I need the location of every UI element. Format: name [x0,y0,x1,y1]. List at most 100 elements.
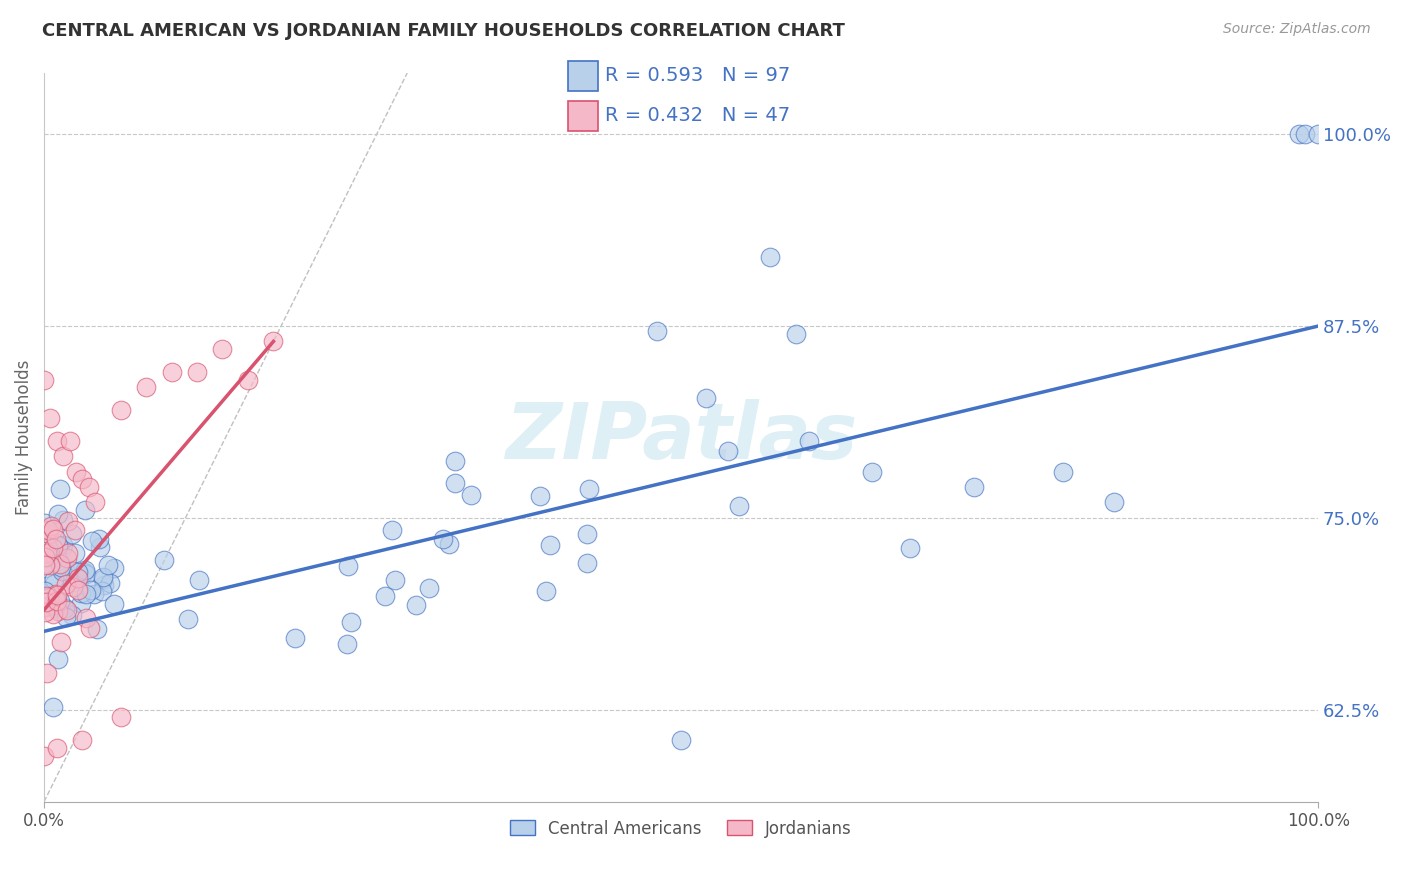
Point [38,549,60,564]
Point [963,480,986,494]
Point [45,594,67,608]
Point [42,549,65,564]
Point [336,637,359,651]
Point [49,594,72,608]
Point [728,499,751,513]
Point [58,514,80,528]
Point [38,527,60,541]
Text: R = 0.432   N = 47: R = 0.432 N = 47 [605,106,790,125]
Point [83,587,105,601]
Point [87,533,110,547]
Point [46,508,69,522]
Point [35,589,58,603]
Point [45,740,67,755]
Point [63,524,86,538]
Point [72,473,94,487]
Point [236,373,259,387]
Point [1104,495,1126,509]
Point [46,604,69,618]
Text: R = 0.593   N = 97: R = 0.593 N = 97 [605,66,790,85]
Point [66,572,89,586]
Point [284,632,307,646]
Point [103,597,125,611]
Point [75,587,97,601]
Point [49,559,72,574]
Point [34,533,56,548]
Point [38,558,60,572]
Point [42,576,65,591]
Point [39,411,62,425]
Point [42,699,65,714]
Point [66,582,89,597]
Point [97,558,120,573]
Point [37,523,59,537]
Point [538,538,561,552]
Point [55,576,77,591]
Point [51,541,73,556]
Point [91,569,114,583]
Point [135,380,157,394]
Point [45,587,67,601]
Point [110,403,132,417]
Point [53,600,76,615]
Point [55,610,77,624]
Point [337,559,360,574]
Point [60,608,83,623]
Point [578,482,600,496]
Point [432,533,454,547]
Point [89,540,111,554]
Point [44,601,66,615]
Text: Source: ZipAtlas.com: Source: ZipAtlas.com [1223,22,1371,37]
Point [79,621,101,635]
Point [37,666,59,681]
Point [63,574,86,589]
Point [262,334,284,349]
Point [49,483,72,497]
Legend: Central Americans, Jordanians: Central Americans, Jordanians [503,813,859,844]
Point [460,488,482,502]
Point [32,373,55,387]
Point [211,342,233,356]
Point [42,599,65,613]
Point [35,546,58,560]
FancyBboxPatch shape [568,62,598,91]
Point [384,573,406,587]
Point [576,557,599,571]
Point [75,611,97,625]
Point [34,516,56,530]
Point [70,596,93,610]
Point [73,563,96,577]
Point [34,561,56,575]
Point [98,575,121,590]
Point [70,586,93,600]
Point [41,607,63,622]
Point [49,635,72,649]
Point [160,365,183,379]
Point [45,588,67,602]
Point [51,564,73,578]
Point [381,523,404,537]
Point [46,538,69,552]
Point [444,475,467,490]
Point [418,581,440,595]
Point [45,434,67,449]
Point [34,550,56,565]
Point [37,541,59,555]
Point [63,564,86,578]
Point [84,495,107,509]
Point [72,733,94,747]
Point [900,541,922,556]
Text: CENTRAL AMERICAN VS JORDANIAN FAMILY HOUSEHOLDS CORRELATION CHART: CENTRAL AMERICAN VS JORDANIAN FAMILY HOU… [42,22,845,40]
Y-axis label: Family Households: Family Households [15,359,32,515]
Point [34,595,56,609]
Point [77,480,100,494]
Point [1288,128,1310,142]
Point [41,541,63,556]
Point [1294,128,1316,142]
Text: ZIPatlas: ZIPatlas [505,400,858,475]
Point [73,565,96,579]
Point [34,605,56,619]
Point [1052,465,1074,479]
Point [103,561,125,575]
Point [51,562,73,576]
